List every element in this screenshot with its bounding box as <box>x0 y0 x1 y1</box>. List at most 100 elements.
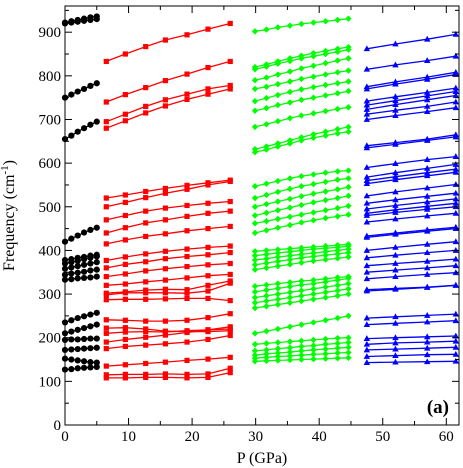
data-point <box>392 319 399 326</box>
y-axis-label-close: ) <box>1 160 18 165</box>
data-point <box>184 328 190 335</box>
data-point <box>103 282 109 288</box>
data-point <box>334 69 341 76</box>
data-point <box>93 259 100 266</box>
group-4-line-25 <box>366 163 456 178</box>
data-point <box>251 123 259 131</box>
data-point <box>274 249 282 257</box>
data-point <box>310 276 317 284</box>
data-point <box>392 139 399 146</box>
data-point <box>74 254 81 261</box>
data-point <box>392 266 399 273</box>
data-point <box>263 286 270 294</box>
y-axis-label-main: Frequency (cm <box>1 174 18 271</box>
data-point <box>251 183 259 190</box>
data-point <box>310 62 317 69</box>
data-point <box>452 131 460 138</box>
x-tick-label: 60 <box>439 429 454 445</box>
y-tick-label: 300 <box>39 287 62 303</box>
data-point <box>310 83 317 91</box>
data-point <box>93 344 100 351</box>
data-point <box>363 173 371 180</box>
data-point <box>298 347 305 355</box>
data-point <box>103 99 109 105</box>
data-point <box>87 82 94 89</box>
data-point <box>322 128 329 135</box>
data-point <box>322 355 329 362</box>
data-point <box>298 86 305 93</box>
data-point <box>424 89 431 95</box>
data-point <box>424 202 431 209</box>
data-point <box>103 119 109 125</box>
data-point <box>263 303 270 310</box>
data-point <box>363 199 371 206</box>
data-point <box>298 297 305 305</box>
data-point <box>80 268 88 275</box>
data-point <box>80 364 88 371</box>
group-4-line-3 <box>366 346 456 351</box>
data-point <box>274 258 282 265</box>
data-point <box>310 253 317 260</box>
data-point <box>392 358 399 365</box>
data-point <box>298 356 305 363</box>
group-4-line-34 <box>366 73 456 90</box>
data-point <box>251 85 259 93</box>
data-point <box>345 253 352 261</box>
data-point <box>93 335 100 342</box>
data-point <box>345 249 352 256</box>
data-point <box>274 253 282 261</box>
data-point <box>80 325 88 332</box>
data-point <box>143 268 149 274</box>
data-point <box>205 225 211 232</box>
data-point <box>122 118 128 124</box>
data-point <box>122 212 128 219</box>
data-point <box>286 88 294 96</box>
data-point <box>263 217 270 225</box>
data-point <box>452 88 460 94</box>
data-point <box>452 332 460 339</box>
data-point <box>143 220 149 226</box>
data-point <box>452 255 460 262</box>
data-point <box>103 372 109 378</box>
data-point <box>263 297 270 305</box>
data-point <box>310 342 317 349</box>
data-point <box>274 24 282 31</box>
data-point <box>424 135 431 142</box>
data-point <box>205 244 211 250</box>
data-point <box>424 333 431 340</box>
data-point <box>363 83 371 90</box>
data-point <box>452 317 460 324</box>
data-point <box>122 261 128 267</box>
y-tick-label: 500 <box>39 200 62 216</box>
data-point <box>334 16 341 24</box>
y-tick-label: 400 <box>39 243 62 259</box>
data-point <box>184 287 190 293</box>
data-point <box>93 309 100 316</box>
data-point <box>143 374 149 381</box>
data-point <box>87 274 94 281</box>
data-point <box>143 195 149 201</box>
data-point <box>345 183 352 191</box>
data-point <box>424 198 431 205</box>
data-point <box>286 204 294 211</box>
data-point <box>143 279 149 285</box>
data-point <box>263 346 270 354</box>
data-point <box>184 71 190 77</box>
data-point <box>103 241 109 247</box>
data-point <box>286 299 294 306</box>
x-tick-label: 40 <box>312 429 327 445</box>
data-point <box>452 238 460 245</box>
data-point <box>184 375 190 381</box>
data-point <box>80 261 88 268</box>
data-point <box>310 19 317 26</box>
data-point <box>322 92 329 99</box>
data-point <box>263 354 270 361</box>
data-point <box>452 68 460 75</box>
data-point <box>93 80 100 87</box>
data-point <box>184 32 190 38</box>
data-point <box>363 247 371 253</box>
data-point <box>334 344 341 352</box>
data-point <box>274 290 282 298</box>
data-point <box>424 318 431 325</box>
